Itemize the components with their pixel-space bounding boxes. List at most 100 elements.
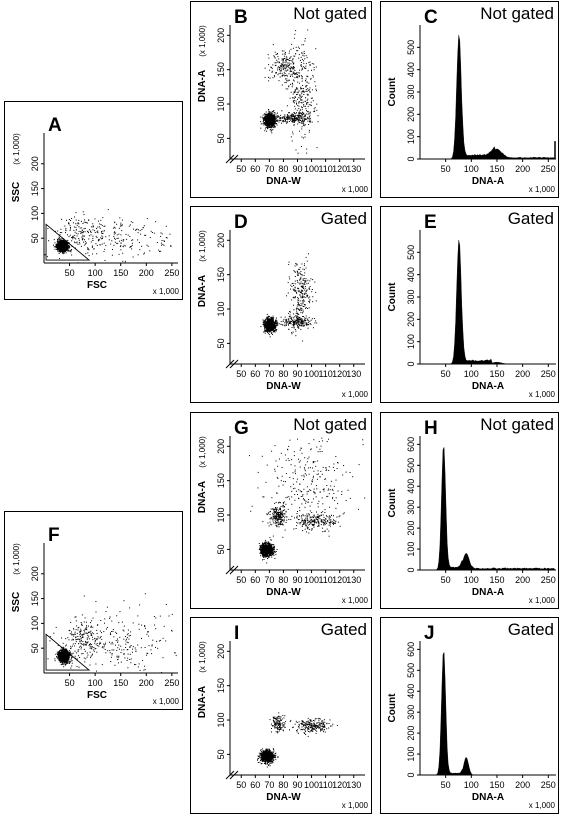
data-point [102,217,104,219]
data-point [271,117,273,119]
histogram-area [420,34,556,160]
data-point [277,115,279,117]
data-point [272,124,274,126]
data-point [63,243,65,245]
data-point [296,307,298,309]
data-point [266,323,268,325]
data-point [307,324,309,326]
data-point [103,251,105,252]
gate-triangle [45,223,91,261]
y-tick-label: 100 [216,97,226,112]
data-point [303,44,305,46]
data-point [61,243,63,245]
data-point [294,287,296,289]
data-point [298,317,300,319]
data-point [291,286,293,287]
data-point [84,235,85,237]
data-point [309,320,311,322]
data-point [268,321,270,323]
data-point [299,115,301,117]
data-point [315,66,317,68]
data-point [272,327,274,329]
data-point [294,289,296,291]
data-point [101,231,103,232]
data-point [308,322,310,324]
data-point [300,88,301,90]
data-point [308,62,310,64]
data-point [313,67,315,68]
data-point [129,246,131,248]
data-point [306,57,308,59]
data-point [116,223,118,225]
data-point [306,118,307,120]
data-point [161,233,163,235]
data-point [301,88,302,90]
data-point [116,234,118,236]
y-tick-label: 50 [216,338,226,348]
data-point [280,65,282,67]
data-point [301,107,303,108]
data-point [46,256,48,258]
data-point [273,123,275,125]
data-point [268,328,270,330]
data-point [271,329,273,331]
data-point [289,316,291,318]
data-point [290,70,292,72]
data-point [274,122,276,124]
data-point [110,243,112,245]
data-point [264,119,266,121]
x-tick-label: 150 [113,678,128,688]
data-point [292,75,294,77]
data-point [298,316,300,318]
data-point [290,136,292,138]
data-point [299,283,301,285]
data-point [66,240,68,242]
data-point [160,235,162,237]
data-point [274,65,276,67]
data-point [288,328,290,330]
data-point [297,98,298,100]
data-point [299,324,301,326]
data-point [274,117,276,119]
data-point [283,74,285,76]
data-point [310,78,311,80]
data-point [294,33,296,35]
data-point [289,97,291,99]
data-point [265,331,267,333]
data-point [60,245,62,247]
data-point [304,115,305,117]
data-point [285,60,287,62]
data-point [293,100,294,102]
data-point [92,240,94,241]
data-point [137,239,139,241]
x-tick-label: 50 [441,369,451,379]
data-point [291,332,293,334]
data-point [303,278,305,279]
x-tick-label: 100 [464,369,479,379]
data-point [266,329,267,331]
data-point [280,118,282,120]
data-point [307,308,309,309]
data-point [300,64,302,66]
data-point [295,113,297,115]
data-point [268,117,269,119]
data-point [86,222,88,224]
data-point [267,321,269,323]
data-point [276,115,278,117]
data-point [88,235,90,237]
data-point [297,117,299,119]
data-point [288,62,290,64]
data-point [67,248,69,250]
data-point [298,113,300,115]
data-point [312,100,314,102]
data-point [310,278,312,280]
data-point [294,108,296,110]
data-point [266,324,268,326]
data-point [304,115,306,117]
data-point [292,319,294,321]
data-point [268,325,270,327]
data-point [299,322,301,324]
y-multiplier: (x 1,000) [12,543,21,575]
data-point [76,224,78,226]
data-point [301,295,303,297]
